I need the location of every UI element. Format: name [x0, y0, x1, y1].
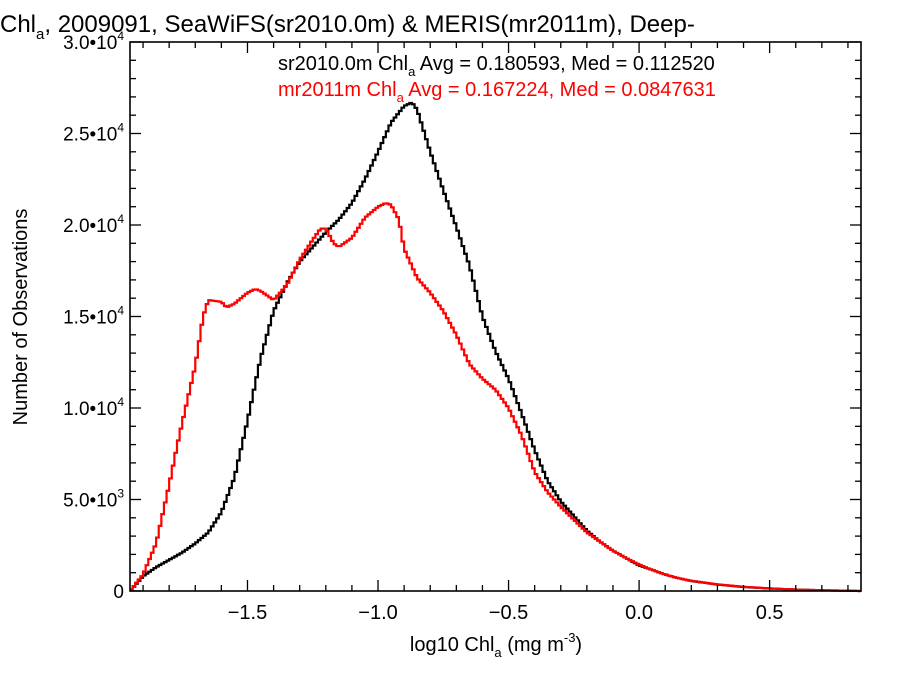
x-tick-label: −0.5: [489, 602, 528, 624]
series-line-2: [130, 202, 861, 593]
legend-entry-series-2: mr2011m Chla Avg = 0.167224, Med = 0.084…: [278, 79, 716, 105]
y-tick-label: 2.5•104: [63, 121, 124, 146]
x-tick-label: 0.5: [756, 602, 784, 624]
y-tick-label: 2.0•104: [63, 212, 124, 237]
legend-entry-series-1: sr2010.0m Chla Avg = 0.180593, Med = 0.1…: [278, 53, 715, 79]
y-tick-label: 3.0•104: [63, 29, 124, 54]
y-tick-label: 1.5•104: [63, 304, 124, 329]
y-tick-label: 0: [113, 582, 124, 603]
y-axis-label: Number of Observations: [10, 209, 32, 426]
y-tick-label: 1.0•104: [63, 395, 124, 420]
x-tick-label: −1.5: [228, 602, 267, 624]
series-line-1: [130, 101, 861, 593]
series-layer: [130, 101, 861, 593]
x-axis-label: log10 Chla (mg m-3): [410, 630, 582, 660]
y-tick-label: 5.0•103: [63, 487, 124, 512]
axes-layer: −1.5 −1.0 −0.5 0.0 0.5 0 5.0•103 1.0•104 1.5•104…: [63, 29, 862, 624]
plot-frame: [129, 41, 862, 592]
x-tick-label: −1.0: [358, 602, 397, 624]
x-tick-label: 0.0: [625, 602, 653, 624]
chart-title: Chla, 2009091, SeaWiFS(sr2010.0m) & MERI…: [0, 11, 695, 43]
